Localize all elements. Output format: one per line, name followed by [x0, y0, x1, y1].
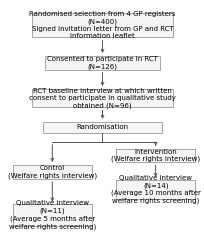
FancyBboxPatch shape [13, 204, 91, 226]
Text: Consented to participate in RCT
(N=126): Consented to participate in RCT (N=126) [47, 56, 157, 70]
FancyBboxPatch shape [116, 180, 194, 199]
Text: Qualitative interview
(N=11)
(Average 5 months after
welfare rights screening): Qualitative interview (N=11) (Average 5 … [9, 200, 95, 230]
Text: Randomisation: Randomisation [76, 124, 128, 130]
FancyBboxPatch shape [45, 56, 159, 70]
FancyBboxPatch shape [13, 165, 91, 179]
Text: Intervention
(Welfare rights interview): Intervention (Welfare rights interview) [111, 149, 199, 162]
Text: Qualitative interview
(N=14)
(Average 10 months after
welfare rights screening): Qualitative interview (N=14) (Average 10… [110, 175, 200, 204]
FancyBboxPatch shape [116, 149, 194, 162]
Text: RCT baseline interview at which written
consent to participate in qualitative st: RCT baseline interview at which written … [29, 88, 175, 109]
FancyBboxPatch shape [31, 13, 173, 37]
Text: Randomised selection from 4 GP registers
(N=400)
Signed invitation letter from G: Randomised selection from 4 GP registers… [29, 11, 175, 39]
FancyBboxPatch shape [31, 89, 173, 108]
Text: Control
(Welfare rights interview): Control (Welfare rights interview) [8, 165, 96, 179]
FancyBboxPatch shape [43, 122, 161, 133]
